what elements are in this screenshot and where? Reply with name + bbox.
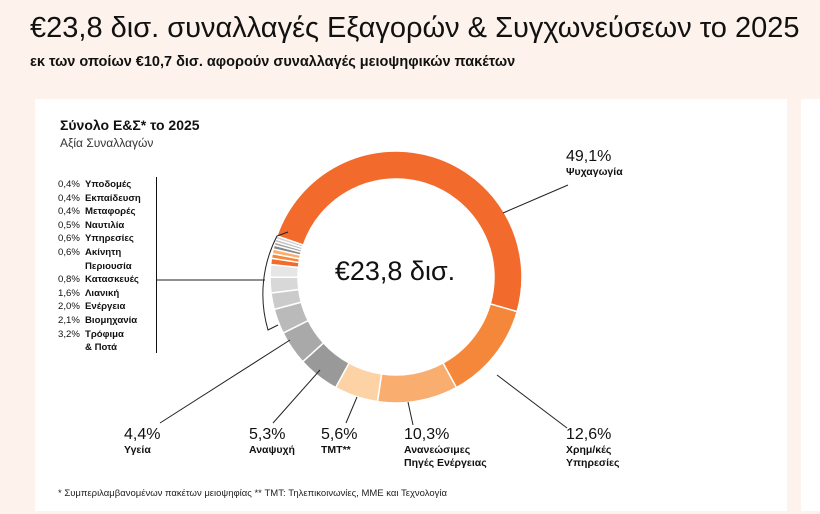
legend-sector: Λιανική xyxy=(85,287,120,299)
legend-item: 0,6% Ακίνητη xyxy=(58,246,141,260)
legend-item: & Ποτά xyxy=(58,341,141,355)
legend-sector: Ακίνητη xyxy=(85,246,122,258)
legend-sector: Υπηρεσίες xyxy=(85,233,134,245)
label-psych: 49,1% Ψυχαγωγία xyxy=(566,148,623,178)
legend-percent: 0,5% xyxy=(58,219,80,231)
leader-tmt xyxy=(345,396,358,424)
slice-ψυχαγωγία xyxy=(275,150,523,313)
leader-health xyxy=(159,339,291,424)
label-fin: 12,6% Χρημ/κές Υπηρεσίες xyxy=(566,426,620,469)
legend-percent: 0,4% xyxy=(58,179,80,190)
leader-fin xyxy=(496,374,568,429)
legend-percent: 2,0% xyxy=(58,301,80,313)
label-health: 4,4% Υγεία xyxy=(124,426,161,456)
legend-item: Περιουσία xyxy=(58,260,141,274)
legend-percent: 0,6% xyxy=(58,246,80,258)
legend-item: 0,4% Υποδομές xyxy=(58,178,141,192)
legend-sector: Ενέργεια xyxy=(85,301,126,313)
legend-sector: Τρόφιμα xyxy=(85,328,124,340)
page-title: €23,8 δισ. συναλλαγές Εξαγορών & Συγχωνε… xyxy=(30,12,800,44)
legend-sector: Κατασκευές xyxy=(85,274,139,286)
legend-sector: Μεταφορές xyxy=(85,206,136,218)
page-subtitle: εκ των οποίων €10,7 δισ. αφορούν συναλλα… xyxy=(30,54,516,70)
label-ren: 10,3% Ανανεώσιμες Πηγές Ενέργειας xyxy=(404,426,487,469)
legend-item: 3,2% Τρόφιμα xyxy=(58,328,141,342)
legend-sector: Εκπαίδευση xyxy=(85,192,141,204)
legend-percent: 0,4% xyxy=(58,192,80,204)
legend-item: 0,4% Εκπαίδευση xyxy=(58,192,141,206)
slice-ενέργεια xyxy=(269,276,300,294)
leader-rec xyxy=(272,369,321,424)
small-sectors-legend: 0,4% Υποδομές 0,4% Εκπαίδευση 0,4% Μεταφορές 0… xyxy=(58,178,141,355)
chart-title: Σύνολο Ε&Σ* το 2025 xyxy=(60,117,200,133)
legend-item: 0,4% Μεταφορές xyxy=(58,205,141,219)
slice-ανανεώσιμες-πηγές-ενέργειας xyxy=(376,361,458,404)
center-label: €23,8 δισ. xyxy=(334,256,456,286)
legend-item: 1,6% Λιανική xyxy=(58,287,141,301)
legend-sector: & Ποτά xyxy=(85,342,118,354)
label-rec: 5,3% Αναψυχή xyxy=(249,426,295,456)
label-tmt: 5,6% TMT** xyxy=(321,426,358,456)
legend-percent: 1,6% xyxy=(58,287,80,299)
legend-bracket-line xyxy=(156,177,157,353)
next-card xyxy=(801,99,820,511)
leader-psych xyxy=(502,184,569,214)
legend-percent: 0,8% xyxy=(58,274,80,286)
legend-item: 0,6% Υπηρεσίες xyxy=(58,232,141,246)
footnote: * Συμπεριλαμβανομένων πακέτων μειοψηφίας… xyxy=(58,488,448,499)
legend-sector: Ναυτιλία xyxy=(85,219,125,231)
legend-item: 0,5% Ναυτιλία xyxy=(58,219,141,233)
legend-item: 0,8% Κατασκευές xyxy=(58,273,141,287)
chart-subtitle: Αξία Συναλλαγών xyxy=(60,136,154,150)
legend-item: 2,1% Βιομηχανία xyxy=(58,314,141,328)
legend-percent: 0,6% xyxy=(58,233,80,245)
legend-sector: Περιουσία xyxy=(85,260,132,272)
bracket xyxy=(262,231,289,331)
legend-percent: 0,4% xyxy=(58,206,80,218)
leader-ren xyxy=(407,401,414,426)
legend-percent: 2,1% xyxy=(58,314,80,326)
legend-percent: 3,2% xyxy=(58,328,80,340)
legend-sector: Υποδομές xyxy=(85,179,132,190)
legend-sector: Βιομηχανία xyxy=(85,314,138,326)
slice-χρημ-κές-υπηρεσίες xyxy=(441,302,519,389)
legend-item: 2,0% Ενέργεια xyxy=(58,300,141,314)
